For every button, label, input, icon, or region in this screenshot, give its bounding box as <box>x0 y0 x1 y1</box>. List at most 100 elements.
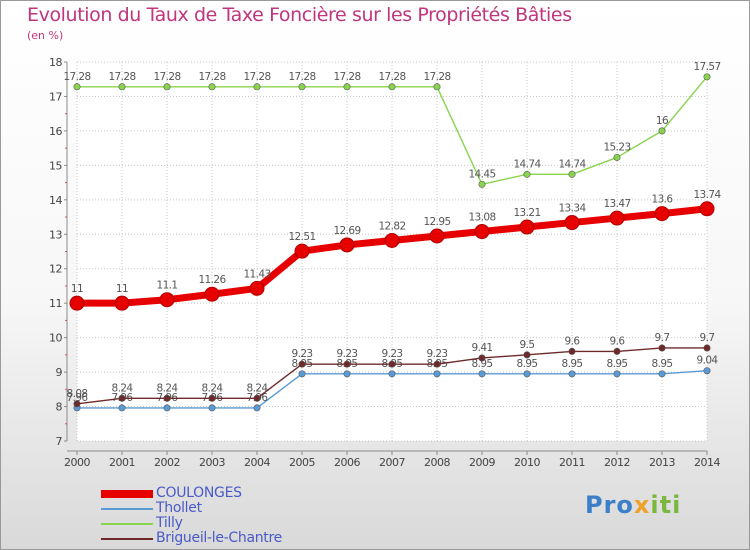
data-point <box>703 344 711 352</box>
data-point <box>208 83 216 91</box>
y-tick-label: 18 <box>49 56 62 69</box>
data-point <box>73 83 81 91</box>
data-point <box>703 73 711 81</box>
data-label: 17.28 <box>288 71 315 83</box>
logo-part-2: x <box>633 491 651 519</box>
data-point <box>294 243 310 259</box>
data-point <box>114 295 130 311</box>
data-point <box>343 370 351 378</box>
data-label: 9.7 <box>655 332 670 344</box>
data-label: 14.74 <box>558 158 586 170</box>
data-point <box>343 83 351 91</box>
x-tick-label: 2011 <box>559 456 585 469</box>
series-tilly: 17.28 17.28 17.28 17.28 17.28 17.28 17.28 17.28… <box>63 61 721 188</box>
data-label: 11.1 <box>157 280 178 292</box>
legend-swatch <box>101 537 153 540</box>
data-point <box>388 360 396 368</box>
x-tick-label: 2006 <box>334 456 360 469</box>
data-point <box>163 394 171 402</box>
data-label: 17.28 <box>63 71 90 83</box>
proxiti-logo[interactable]: Proxiti <box>585 491 681 519</box>
data-point <box>474 224 490 240</box>
data-label: 8.95 <box>562 358 583 370</box>
legend-item[interactable]: Brigueil-le-Chantre <box>101 530 361 546</box>
data-point <box>204 286 220 302</box>
data-point <box>658 127 666 135</box>
data-label: 14.74 <box>513 158 541 170</box>
data-point <box>298 360 306 368</box>
data-label: 13.34 <box>558 203 586 215</box>
data-label: 8.95 <box>472 358 493 370</box>
x-tick-label: 2012 <box>604 456 630 469</box>
data-point <box>523 370 531 378</box>
data-point <box>253 394 261 402</box>
data-point <box>654 206 670 222</box>
y-tick-label: 17 <box>49 90 62 103</box>
y-tick-label: 9 <box>56 366 63 379</box>
legend-item[interactable]: Tilly <box>101 515 361 531</box>
x-tick-label: 2003 <box>199 456 225 469</box>
data-point <box>73 400 81 408</box>
data-point <box>163 404 171 412</box>
data-point <box>658 344 666 352</box>
legend-swatch <box>101 507 153 510</box>
data-point <box>523 351 531 359</box>
data-label: 11.26 <box>198 274 226 286</box>
data-label: 15.23 <box>603 141 630 153</box>
data-point <box>613 370 621 378</box>
data-label: 13.08 <box>468 212 495 224</box>
data-point <box>388 370 396 378</box>
data-label: 17.28 <box>243 71 270 83</box>
data-label: 8.95 <box>517 358 538 370</box>
data-label: 14.45 <box>468 168 495 180</box>
y-tick-label: 14 <box>49 194 62 207</box>
data-label: 11 <box>116 283 128 295</box>
legend-label: Tilly <box>156 515 183 531</box>
data-label: 17.57 <box>693 61 720 73</box>
data-label: 13.74 <box>693 189 721 201</box>
data-point <box>433 360 441 368</box>
legend-swatch <box>101 522 153 525</box>
y-tick-label: 16 <box>49 125 62 138</box>
x-tick-label: 2000 <box>64 456 90 469</box>
data-label: 16 <box>656 115 669 127</box>
data-point <box>253 404 261 412</box>
data-label: 8.95 <box>652 358 673 370</box>
data-label: 8.24 <box>247 382 269 394</box>
data-point <box>249 280 265 296</box>
y-tick-label: 11 <box>49 297 62 310</box>
x-tick-label: 2010 <box>514 456 540 469</box>
data-point <box>118 394 126 402</box>
data-point <box>613 347 621 355</box>
data-label: 9.23 <box>292 348 313 360</box>
data-label: 8.24 <box>202 382 224 394</box>
data-label: 9.7 <box>700 332 715 344</box>
data-label: 9.5 <box>520 339 535 351</box>
legend-label: Brigueil-le-Chantre <box>156 530 282 546</box>
data-point <box>433 370 441 378</box>
y-tick-label: 15 <box>49 159 62 172</box>
legend-item[interactable]: Thollet <box>101 500 361 516</box>
data-label: 7.96 <box>67 392 89 404</box>
data-point <box>298 370 306 378</box>
y-tick-label: 12 <box>49 263 62 276</box>
legend-label: COULONGES <box>156 485 242 501</box>
data-label: 9.6 <box>610 335 626 347</box>
legend-item[interactable]: COULONGES <box>101 485 361 501</box>
data-label: 9.23 <box>427 348 448 360</box>
data-point <box>658 370 666 378</box>
x-tick-label: 2008 <box>424 456 450 469</box>
data-label: 11 <box>71 283 83 295</box>
data-label: 9.6 <box>565 335 581 347</box>
data-point <box>298 83 306 91</box>
y-tick-label: 13 <box>49 228 62 241</box>
logo-part-3: iti <box>650 491 682 519</box>
data-label: 13.21 <box>513 207 540 219</box>
data-point <box>613 153 621 161</box>
data-label: 8.95 <box>607 358 628 370</box>
x-tick-label: 2007 <box>379 456 405 469</box>
x-tick-label: 2013 <box>649 456 675 469</box>
data-point <box>478 370 486 378</box>
